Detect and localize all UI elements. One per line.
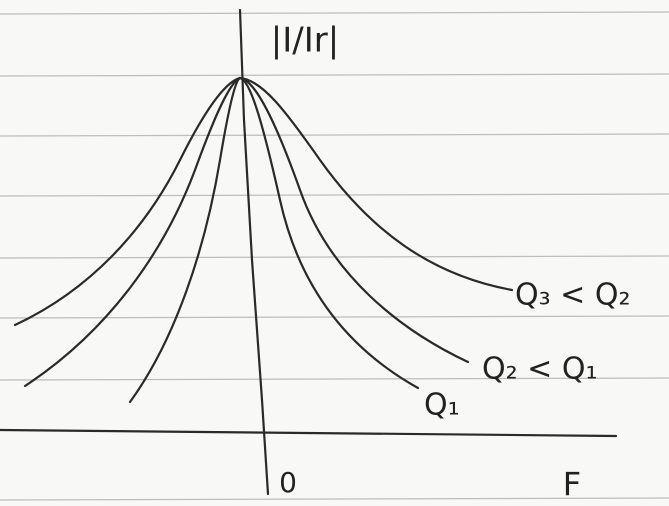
sketch: |I/Ir| 0 F Q₃ < Q₂ Q₂ < Q₁ Q₁ [0, 0, 669, 506]
y-axis-label: |I/Ir| [271, 21, 339, 61]
x-axis-label: F [563, 465, 581, 503]
curve-label: Q₃ < Q₂ [515, 278, 631, 313]
curve-label: Q₁ [424, 388, 460, 423]
curve-label: Q₂ < Q₁ [482, 352, 598, 387]
page: |I/Ir| 0 F Q₃ < Q₂ Q₂ < Q₁ Q₁ (() => { c… [0, 0, 669, 506]
origin-label: 0 [279, 466, 297, 499]
